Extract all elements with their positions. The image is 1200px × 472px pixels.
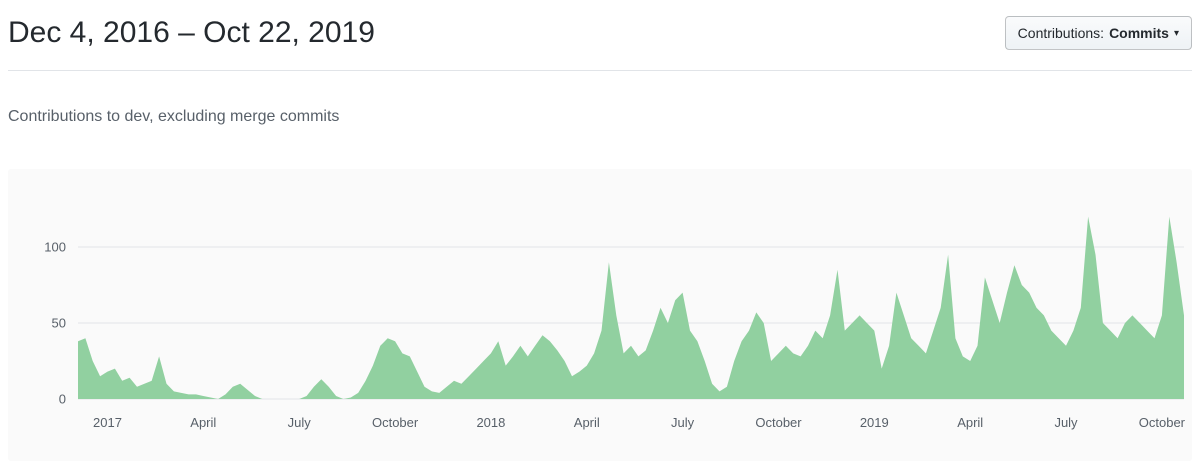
y-axis-label: 100 bbox=[44, 240, 66, 255]
contributions-dropdown-prefix: Contributions: bbox=[1017, 25, 1105, 41]
x-axis-label: 2018 bbox=[476, 415, 505, 430]
x-axis-label: April bbox=[190, 415, 216, 430]
caret-down-icon: ▾ bbox=[1173, 28, 1179, 39]
x-axis-label: 2019 bbox=[860, 415, 889, 430]
x-axis-label: October bbox=[372, 415, 419, 430]
x-axis-label: July bbox=[288, 415, 312, 430]
x-axis-label: April bbox=[957, 415, 983, 430]
y-axis-label: 0 bbox=[59, 392, 66, 407]
x-axis-label: 2017 bbox=[93, 415, 122, 430]
contributions-page: Dec 4, 2016 – Oct 22, 2019 Contributions… bbox=[8, 0, 1192, 461]
chart-subtitle: Contributions to dev, excluding merge co… bbox=[8, 108, 340, 125]
contributions-dropdown-button[interactable]: Contributions: Commits ▾ bbox=[1004, 16, 1192, 50]
y-axis-label: 50 bbox=[52, 316, 66, 331]
x-axis-label: July bbox=[671, 415, 695, 430]
x-axis-label: April bbox=[574, 415, 600, 430]
x-axis-label: October bbox=[755, 415, 802, 430]
header: Dec 4, 2016 – Oct 22, 2019 Contributions… bbox=[8, 0, 1192, 71]
commits-area-series bbox=[78, 216, 1184, 399]
contributions-dropdown-value: Commits bbox=[1109, 25, 1169, 41]
contributions-chart-panel: 0 50 100 2017 April July October 2018 April July O… bbox=[8, 169, 1192, 461]
contributions-area-chart: 0 50 100 2017 April July October 2018 April July O… bbox=[44, 216, 1186, 430]
x-axis-label: July bbox=[1054, 415, 1078, 430]
page-title: Dec 4, 2016 – Oct 22, 2019 bbox=[8, 16, 375, 49]
x-axis-label: October bbox=[1139, 415, 1186, 430]
